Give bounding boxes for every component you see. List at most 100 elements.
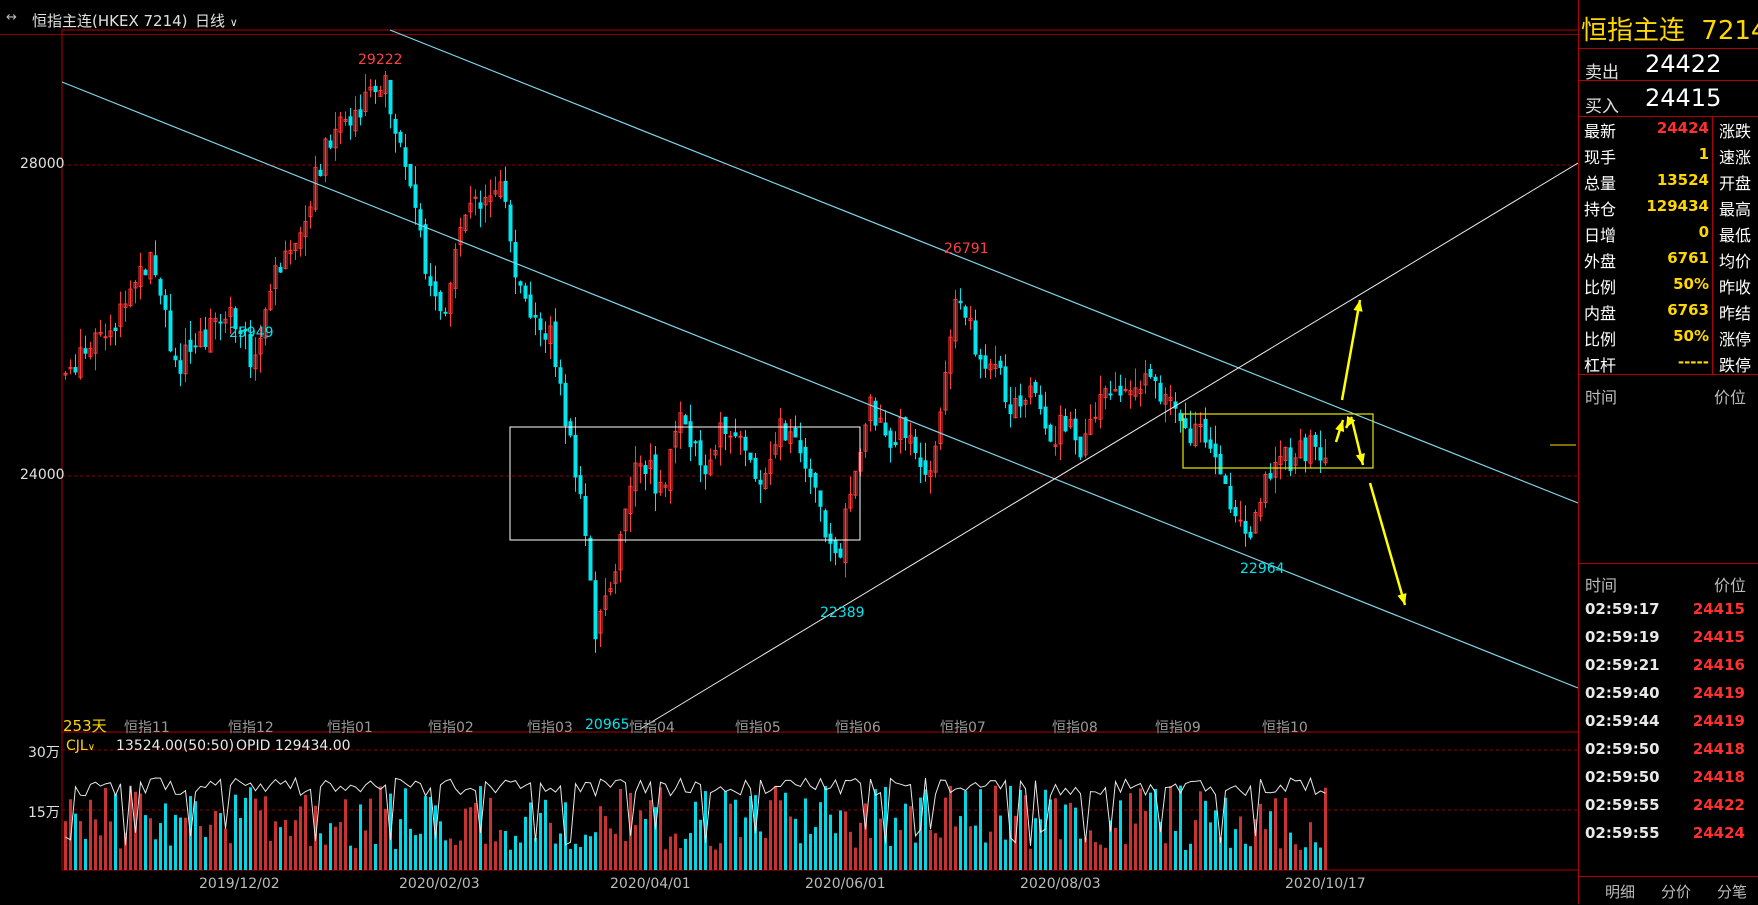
candle-body xyxy=(463,214,468,231)
candle xyxy=(1313,431,1318,461)
tab-price-dist[interactable]: 分价 xyxy=(1661,883,1692,901)
volume-bar xyxy=(1269,811,1272,870)
candle xyxy=(1178,409,1183,433)
candle-body xyxy=(733,432,738,437)
quote-row-label: 外盘 xyxy=(1584,252,1617,271)
volume-bar xyxy=(409,828,412,870)
candle-body xyxy=(1023,399,1028,405)
candle-body xyxy=(258,338,263,355)
candle-body xyxy=(808,468,813,478)
candle xyxy=(73,354,78,376)
candle xyxy=(223,311,228,333)
candle-body xyxy=(548,325,553,345)
volume-bar xyxy=(999,815,1002,870)
tab-tick[interactable]: 分笔 xyxy=(1717,883,1748,901)
candlestick-series xyxy=(63,70,1328,653)
candle xyxy=(478,190,483,228)
candle-body xyxy=(828,533,833,544)
candle xyxy=(973,309,978,357)
candle xyxy=(438,290,443,320)
candle-body xyxy=(1123,388,1128,392)
candle xyxy=(293,243,298,260)
candle xyxy=(208,308,213,353)
candle xyxy=(298,226,303,257)
volume-bar xyxy=(504,830,507,870)
volume-bar xyxy=(334,826,337,870)
candle xyxy=(1168,384,1173,416)
candle-body xyxy=(1163,394,1168,405)
candle-body xyxy=(233,308,238,330)
candle xyxy=(768,441,773,485)
chevron-down-icon: ∨ xyxy=(87,742,96,753)
volume-bar xyxy=(359,804,362,870)
volume-bar xyxy=(914,842,917,870)
candle xyxy=(183,327,188,382)
candle xyxy=(728,430,733,454)
arrow-shaft xyxy=(1368,482,1407,606)
candle-body xyxy=(703,465,708,475)
candle-body xyxy=(163,295,168,310)
volume-bar xyxy=(419,833,422,870)
candle xyxy=(998,355,1003,375)
candle-body xyxy=(1293,457,1298,466)
candle xyxy=(583,483,588,547)
candle xyxy=(1138,380,1143,407)
volume-bar xyxy=(1024,795,1027,870)
low-label: 25949 xyxy=(229,325,274,341)
candle xyxy=(968,305,973,330)
candle xyxy=(213,312,218,340)
candle xyxy=(698,430,703,483)
candle xyxy=(473,189,478,216)
kline-chart[interactable] xyxy=(0,0,1578,904)
link-icon[interactable]: ↔ xyxy=(6,10,17,25)
volume-bar xyxy=(1034,818,1037,870)
volume-bar xyxy=(669,836,672,870)
volume-bar xyxy=(894,817,897,870)
candle xyxy=(1238,500,1243,527)
tab-detail[interactable]: 明细 xyxy=(1605,883,1636,901)
volume-bar xyxy=(1029,848,1032,870)
candle-body xyxy=(838,548,843,558)
volume-bar xyxy=(904,803,907,870)
candle-body xyxy=(538,318,543,331)
candle-body xyxy=(473,196,478,199)
candle xyxy=(518,280,523,294)
volume-bar xyxy=(1099,844,1102,870)
candle-body xyxy=(813,473,818,488)
volume-bar xyxy=(1284,797,1287,870)
candle-body xyxy=(988,363,993,371)
candle xyxy=(563,374,568,444)
volume-bar xyxy=(684,838,687,870)
volume-bar xyxy=(824,785,827,870)
candle-body xyxy=(78,347,83,378)
volume-bar xyxy=(324,844,327,870)
volume-bar xyxy=(579,846,582,870)
quote-row-value: 6763 xyxy=(1667,301,1709,319)
candle-body xyxy=(1208,439,1213,449)
candle-body xyxy=(998,360,1003,368)
candle xyxy=(283,240,288,270)
volume-bar xyxy=(614,833,617,870)
candle xyxy=(1183,402,1188,430)
candle-body xyxy=(713,450,718,456)
candle xyxy=(188,321,193,364)
candle-body xyxy=(288,249,293,254)
period-selector[interactable]: 日线 ∨ xyxy=(195,10,238,31)
volume-bar xyxy=(644,818,647,870)
tick-time: 02:59:40 xyxy=(1585,684,1660,702)
range-box xyxy=(1182,413,1374,469)
candle xyxy=(1043,391,1048,435)
candle-body xyxy=(183,344,188,375)
candle xyxy=(1223,473,1228,485)
candle xyxy=(1218,445,1223,475)
candle-body xyxy=(1138,388,1143,394)
x-date: 2020/06/01 xyxy=(805,876,886,892)
volume-bar xyxy=(809,833,812,870)
indicator-selector[interactable]: CJL∨ xyxy=(66,738,95,754)
volume-bar xyxy=(969,826,972,870)
candle-body xyxy=(753,457,758,479)
candle xyxy=(1308,429,1313,469)
candle xyxy=(148,251,153,285)
candle-body xyxy=(643,465,648,475)
volume-bar xyxy=(769,800,772,870)
